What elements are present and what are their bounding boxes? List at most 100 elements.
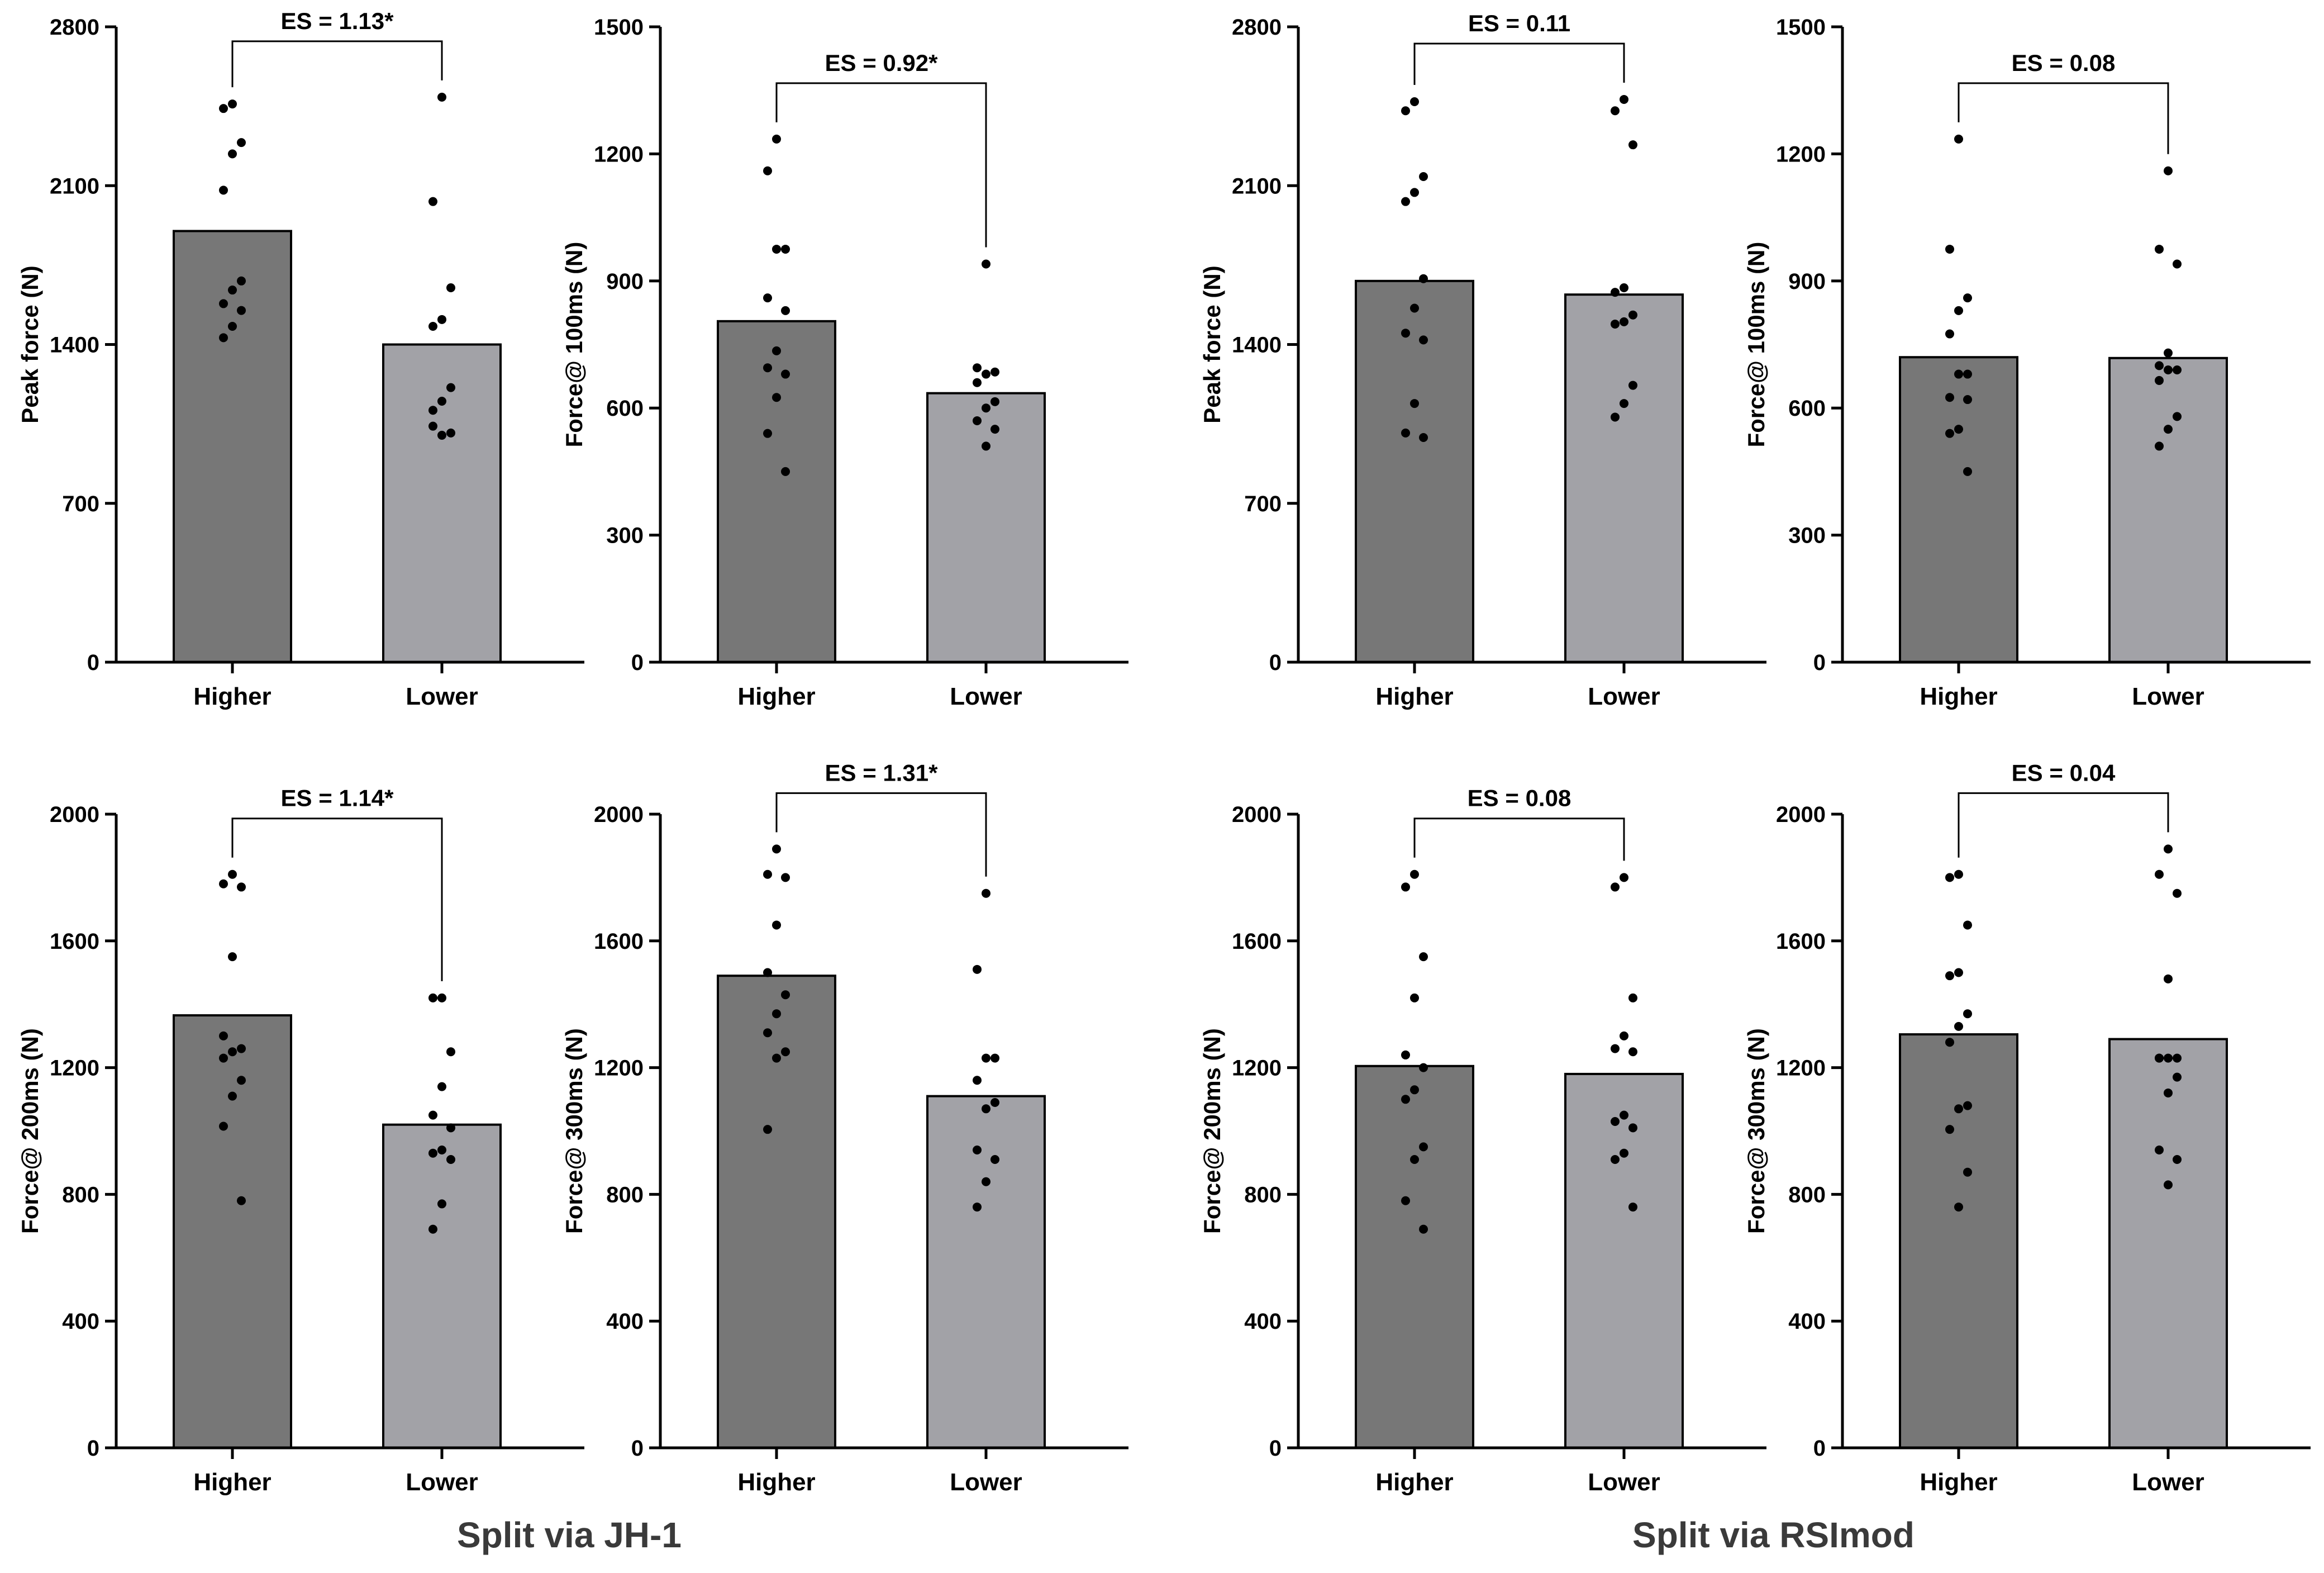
data-point-higher bbox=[219, 299, 228, 308]
data-point-lower bbox=[2173, 1053, 2182, 1063]
data-point-lower bbox=[1628, 993, 1637, 1002]
data-point-higher bbox=[237, 1076, 246, 1085]
bar-higher bbox=[173, 230, 292, 663]
y-tick-label: 300 bbox=[1788, 524, 1826, 548]
data-point-lower bbox=[428, 406, 437, 415]
data-point-higher bbox=[1410, 303, 1419, 313]
data-point-higher bbox=[763, 429, 772, 438]
bar-higher bbox=[1899, 1033, 2018, 1449]
data-point-lower bbox=[428, 1224, 437, 1234]
y-tick-label: 0 bbox=[631, 650, 644, 675]
significance-bracket bbox=[1413, 818, 1625, 861]
y-tick-label: 600 bbox=[1788, 396, 1826, 421]
data-point-higher bbox=[1945, 244, 1954, 254]
y-tick-label: 0 bbox=[87, 1436, 99, 1461]
significance-bracket bbox=[1413, 42, 1625, 85]
data-point-higher bbox=[763, 166, 772, 175]
caption-left: Split via JH-1 bbox=[457, 1515, 682, 1555]
data-point-lower bbox=[428, 322, 437, 331]
y-tick-label: 1400 bbox=[1232, 333, 1282, 358]
data-point-lower bbox=[1620, 94, 1628, 104]
y-tick-label: 1200 bbox=[1232, 1056, 1282, 1081]
data-point-lower bbox=[2173, 259, 2182, 269]
data-point-lower bbox=[982, 259, 990, 269]
y-tick-label: 0 bbox=[1269, 1436, 1282, 1461]
data-point-higher bbox=[1401, 428, 1410, 438]
data-point-lower bbox=[982, 1177, 990, 1186]
data-point-lower bbox=[1611, 288, 1620, 297]
y-tick-label: 1600 bbox=[1776, 929, 1826, 954]
data-point-higher bbox=[781, 369, 790, 379]
y-tick-label: 2100 bbox=[1232, 174, 1282, 198]
effect-size-label: ES = 0.08 bbox=[1468, 785, 1571, 811]
data-point-lower bbox=[437, 92, 446, 102]
data-point-higher bbox=[1401, 1196, 1410, 1205]
data-point-higher bbox=[1954, 1203, 1963, 1212]
data-point-lower bbox=[973, 363, 982, 373]
chart-panel-6: 0 400 800 1200 1600 2000 Higher Lower Force@ 300… bbox=[561, 759, 1128, 1496]
data-point-higher bbox=[781, 873, 790, 882]
data-point-higher bbox=[1401, 1095, 1410, 1104]
data-point-higher bbox=[228, 1047, 237, 1057]
data-point-higher bbox=[219, 1121, 228, 1131]
y-tick-label: 800 bbox=[1244, 1182, 1282, 1207]
y-tick-label: 400 bbox=[1244, 1309, 1282, 1334]
data-point-lower bbox=[990, 1053, 999, 1063]
y-tick-label: 2800 bbox=[1232, 15, 1282, 40]
data-point-higher bbox=[1945, 429, 1954, 438]
bar-higher bbox=[173, 1014, 292, 1450]
data-point-lower bbox=[990, 425, 999, 434]
data-point-higher bbox=[1954, 306, 1963, 315]
chart-panel-1: 0 700 1400 2100 2800 Higher Lower Peak force (N… bbox=[17, 8, 584, 710]
bar-lower bbox=[2108, 1038, 2228, 1449]
effect-size-label: ES = 1.14* bbox=[281, 785, 394, 811]
data-point-higher bbox=[772, 920, 781, 930]
data-point-higher bbox=[237, 276, 246, 286]
data-point-higher bbox=[219, 186, 228, 195]
data-point-higher bbox=[1419, 1224, 1428, 1234]
data-point-higher bbox=[781, 1047, 790, 1057]
effect-size-label: ES = 1.31* bbox=[825, 759, 939, 786]
effect-size-label: ES = 0.08 bbox=[2012, 50, 2116, 76]
data-point-higher bbox=[1945, 1125, 1954, 1134]
data-point-lower bbox=[437, 1082, 446, 1091]
data-point-lower bbox=[1628, 140, 1637, 150]
caption-right: Split via RSImod bbox=[1632, 1515, 1915, 1555]
data-point-lower bbox=[1620, 1148, 1628, 1158]
data-point-higher bbox=[1963, 395, 1972, 405]
data-point-lower bbox=[1611, 1155, 1620, 1165]
significance-bracket bbox=[231, 40, 443, 88]
effect-size-label: ES = 0.11 bbox=[1468, 10, 1570, 36]
y-axis-label: Force@ 200ms (N) bbox=[1199, 1028, 1225, 1234]
data-point-higher bbox=[772, 844, 781, 854]
y-tick-label: 0 bbox=[1813, 650, 1826, 675]
data-point-higher bbox=[228, 869, 237, 879]
data-point-lower bbox=[2173, 412, 2182, 421]
data-point-lower bbox=[446, 283, 455, 292]
data-point-higher bbox=[237, 1196, 246, 1205]
data-point-higher bbox=[1945, 393, 1954, 402]
bar-higher bbox=[717, 975, 836, 1450]
data-point-higher bbox=[1963, 1009, 1972, 1019]
data-point-higher bbox=[1954, 869, 1963, 879]
data-point-lower bbox=[437, 397, 446, 406]
data-point-lower bbox=[2155, 361, 2164, 370]
data-point-lower bbox=[437, 430, 446, 440]
y-tick-label: 1600 bbox=[1232, 929, 1282, 954]
data-point-higher bbox=[1954, 968, 1963, 977]
significance-bracket bbox=[231, 818, 443, 981]
data-point-lower bbox=[1611, 412, 1620, 422]
data-point-lower bbox=[990, 397, 999, 406]
data-point-lower bbox=[446, 383, 455, 392]
data-point-lower bbox=[2155, 441, 2164, 451]
y-tick-label: 1200 bbox=[594, 142, 644, 167]
data-point-lower bbox=[446, 1047, 455, 1057]
data-point-lower bbox=[1611, 1044, 1620, 1053]
significance-bracket bbox=[775, 792, 987, 877]
y-tick-label: 600 bbox=[606, 396, 644, 421]
bar-lower bbox=[382, 1123, 502, 1450]
data-point-higher bbox=[1963, 1167, 1972, 1177]
data-point-lower bbox=[990, 367, 999, 377]
x-tick-label: Lower bbox=[1588, 683, 1660, 710]
x-tick-label: Lower bbox=[406, 683, 478, 710]
